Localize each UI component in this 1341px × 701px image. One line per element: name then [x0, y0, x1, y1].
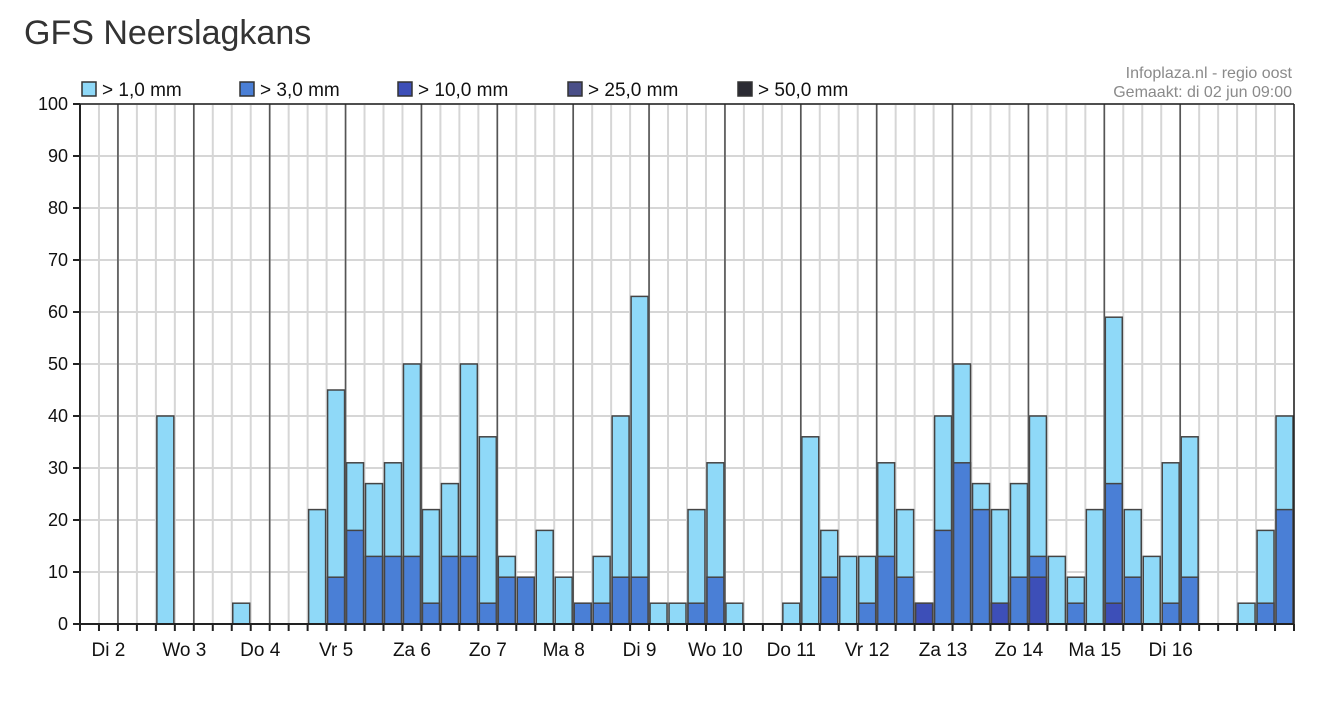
- legend-swatch: [81, 81, 97, 97]
- bar: [630, 576, 649, 625]
- bar: [1028, 576, 1048, 625]
- bar: [1142, 555, 1161, 625]
- x-tick-label: Do 11: [767, 640, 816, 661]
- credits-made: Gemaakt: di 02 jun 09:00: [1113, 84, 1292, 101]
- bar: [952, 462, 972, 625]
- x-tick-label: Wo 10: [688, 640, 743, 661]
- legend-label: > 25,0 mm: [588, 80, 678, 101]
- bar: [459, 555, 479, 625]
- y-tick-label: 40: [48, 406, 68, 426]
- bar: [914, 602, 934, 625]
- x-tick-label: Za 6: [393, 640, 431, 661]
- bar: [1180, 576, 1199, 625]
- bar: [1009, 576, 1029, 625]
- y-tick-label: 50: [48, 354, 68, 374]
- bar: [478, 436, 498, 625]
- bar: [1085, 508, 1105, 625]
- bar: [725, 602, 744, 625]
- bar: [478, 602, 498, 625]
- bar: [1066, 602, 1086, 625]
- x-tick-label: Di 9: [623, 640, 657, 661]
- bar: [1161, 602, 1180, 625]
- bar: [1256, 602, 1275, 625]
- bar: [895, 576, 915, 625]
- bar: [971, 508, 991, 625]
- y-tick-label: 90: [48, 146, 68, 166]
- x-tick-label: Di 2: [92, 640, 126, 661]
- y-tick-label: 20: [48, 510, 68, 530]
- y-tick-label: 100: [38, 94, 68, 114]
- bar: [554, 576, 573, 625]
- bar: [782, 602, 801, 625]
- bar: [345, 529, 365, 625]
- bar: [421, 602, 441, 625]
- y-tick-label: 80: [48, 198, 68, 218]
- bar: [402, 555, 422, 625]
- bar: [876, 555, 896, 625]
- bar: [801, 436, 820, 625]
- bar: [156, 415, 175, 625]
- legend: > 1,0 mm > 3,0 mm > 10,0 mm > 25,0 mm > 50,0…: [81, 80, 848, 101]
- x-tick-label: Di 16: [1149, 640, 1193, 661]
- bar: [630, 295, 649, 625]
- bar: [611, 576, 630, 625]
- bar: [820, 576, 839, 625]
- bar: [990, 602, 1010, 625]
- bar: [573, 602, 592, 625]
- legend-label: > 10,0 mm: [418, 80, 508, 101]
- legend-label: > 1,0 mm: [102, 80, 182, 101]
- bar: [535, 529, 554, 625]
- bar: [839, 555, 858, 625]
- x-tick-label: Vr 5: [319, 640, 353, 661]
- bar: [592, 602, 611, 625]
- bar: [383, 555, 403, 625]
- legend-swatch: [239, 81, 255, 97]
- x-tick-label: Ma 8: [543, 640, 585, 661]
- x-tick-label: Ma 15: [1068, 640, 1121, 661]
- bar: [326, 576, 346, 625]
- bar: [1275, 508, 1294, 625]
- bar: [668, 602, 687, 625]
- y-tick-label: 70: [48, 250, 68, 270]
- legend-label: > 50,0 mm: [758, 80, 848, 101]
- credits-source: Infoplaza.nl - regio oost: [1126, 65, 1293, 82]
- x-tick-label: Zo 14: [995, 640, 1044, 661]
- x-tick-label: Za 13: [919, 640, 968, 661]
- legend-label: > 3,0 mm: [260, 80, 340, 101]
- y-tick-label: 30: [48, 458, 68, 478]
- x-tick-label: Wo 3: [162, 640, 206, 661]
- bar: [1123, 576, 1142, 625]
- bar: [1047, 555, 1067, 625]
- bar: [232, 602, 251, 625]
- y-tick-label: 10: [48, 562, 68, 582]
- bar: [1237, 602, 1256, 625]
- bar: [497, 576, 517, 625]
- bar: [364, 555, 384, 625]
- bar: [857, 602, 877, 625]
- bar: [440, 555, 460, 625]
- bar: [1161, 462, 1180, 625]
- legend-swatch: [567, 81, 583, 97]
- page-title: GFS Neerslagkans: [24, 14, 312, 52]
- x-tick-label: Vr 12: [845, 640, 890, 661]
- y-tick-label: 60: [48, 302, 68, 322]
- y-tick-label: 0: [58, 614, 68, 634]
- x-tick-label: Zo 7: [469, 640, 507, 661]
- bar: [307, 508, 327, 625]
- bar: [516, 576, 535, 625]
- bar: [687, 602, 706, 625]
- bar: [933, 529, 953, 625]
- axes-layer: 0 10 20 30 40 50 60 70 80 90 100 Di 2 Wo 3 Do 4 Vr 5 Za…: [38, 94, 1295, 661]
- legend-swatch: [737, 81, 753, 97]
- legend-swatch: [397, 81, 413, 97]
- bar: [706, 576, 725, 625]
- bar: [649, 602, 668, 625]
- x-tick-label: Do 4: [240, 640, 281, 661]
- bar: [1104, 602, 1124, 625]
